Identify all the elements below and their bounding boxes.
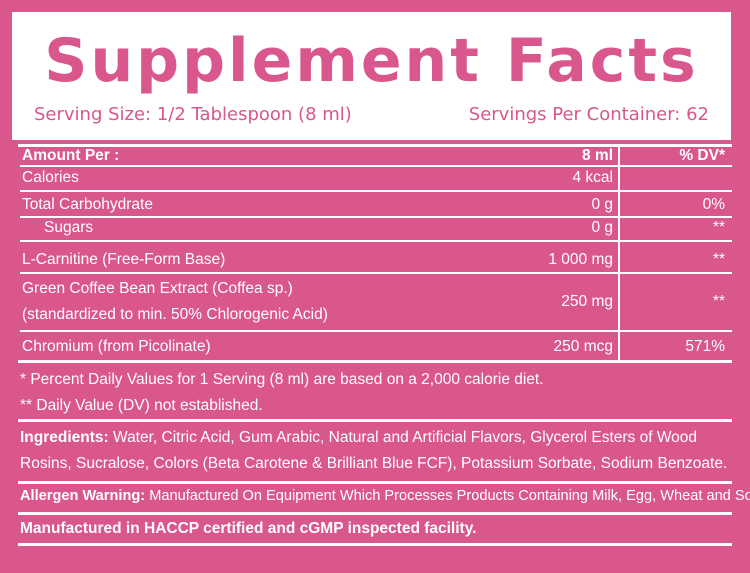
section-rule [18, 481, 732, 484]
divider [20, 165, 732, 167]
row-dv: ** [712, 251, 725, 268]
allergen-text: Manufactured On Equipment Which Processe… [145, 488, 750, 504]
column-header-serving: 8 ml [581, 147, 613, 164]
row-label-line1: Green Coffee Bean Extract (Coffea sp.) [22, 280, 293, 297]
ingredients-line2: Rosins, Sucralose, Colors (Beta Carotene… [20, 455, 728, 472]
row-dv: ** [712, 219, 725, 236]
servings-per-container: Servings Per Container: 62 [468, 104, 709, 125]
row-dv: 571% [685, 338, 725, 355]
divider [20, 330, 732, 332]
row-amount: 0 g [591, 219, 613, 236]
divider [20, 272, 732, 274]
row-label: Calories [22, 169, 79, 186]
ingredients-line1: Ingredients: Water, Citric Acid, Gum Ara… [20, 425, 732, 451]
row-label: L-Carnitine (Free-Form Base) [22, 251, 226, 268]
section-rule [18, 419, 732, 422]
column-divider [618, 147, 620, 360]
row-label: Total Carbohydrate [22, 196, 153, 213]
row-dv: 0% [702, 196, 725, 213]
ingredients-block: Ingredients: Water, Citric Acid, Gum Ara… [20, 425, 732, 477]
row-label: Sugars [44, 219, 94, 236]
divider [20, 190, 732, 192]
row-amount: 0 g [591, 196, 613, 213]
section-rule [18, 360, 732, 363]
ingredients-label: Ingredients: [20, 429, 109, 446]
page-title: Supplement Facts [44, 26, 699, 96]
top-rule [18, 144, 732, 147]
divider [20, 240, 732, 242]
row-amount: 250 mcg [553, 338, 613, 355]
column-header-dv: % DV* [679, 147, 725, 164]
row-dv: ** [712, 293, 725, 310]
row-amount: 4 kcal [572, 169, 614, 186]
bottom-rule [18, 543, 732, 546]
allergen-warning: Allergen Warning: Manufactured On Equipm… [20, 488, 750, 504]
row-amount: 250 mg [561, 293, 613, 310]
section-rule [18, 512, 732, 515]
column-header-amount-per: Amount Per : [22, 147, 120, 164]
title-panel: Supplement Facts Serving Size: 1/2 Table… [12, 12, 731, 140]
footnote-dv-not-established: ** Daily Value (DV) not established. [20, 397, 263, 414]
facility-statement: Manufactured in HACCP certified and cGMP… [20, 520, 477, 537]
divider [20, 216, 732, 218]
footnote-percent-dv: * Percent Daily Values for 1 Serving (8 … [20, 371, 544, 388]
row-label-line2: (standardized to min. 50% Chlorogenic Ac… [22, 306, 328, 323]
row-label: Chromium (from Picolinate) [22, 338, 211, 355]
serving-size: Serving Size: 1/2 Tablespoon (8 ml) [34, 104, 352, 125]
row-amount: 1 000 mg [548, 251, 613, 268]
ingredients-text: Water, Citric Acid, Gum Arabic, Natural … [108, 429, 698, 446]
allergen-label: Allergen Warning: [20, 488, 146, 504]
